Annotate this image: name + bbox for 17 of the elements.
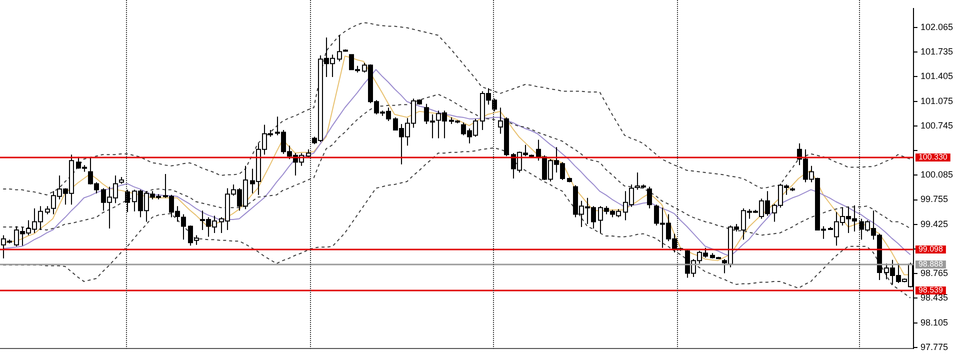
y-tick-label: 101.405 [920,71,954,82]
y-tick-label: 100.745 [920,120,954,130]
y-tick-label: 100.085 [920,170,954,180]
ref-line-label: 98.539 [918,286,944,295]
y-tick-label: 102.065 [920,22,954,32]
y-tick-label: 98.435 [920,292,948,303]
ref-line-label: 100.330 [918,152,948,162]
y-tick-label: 99.425 [920,218,948,229]
y-tick-label: 99.755 [920,194,948,204]
y-tick-label: 101.735 [920,46,954,57]
line-series [2,94,911,236]
ref-line-label: 99.098 [918,244,944,254]
y-tick-label: 98.105 [920,317,948,328]
ref-line-label: 98.888 [918,260,944,269]
y-tick-label: 101.075 [920,96,954,106]
y-tick-label: 98.765 [920,268,948,278]
y-tick-label: 97.775 [920,342,948,352]
